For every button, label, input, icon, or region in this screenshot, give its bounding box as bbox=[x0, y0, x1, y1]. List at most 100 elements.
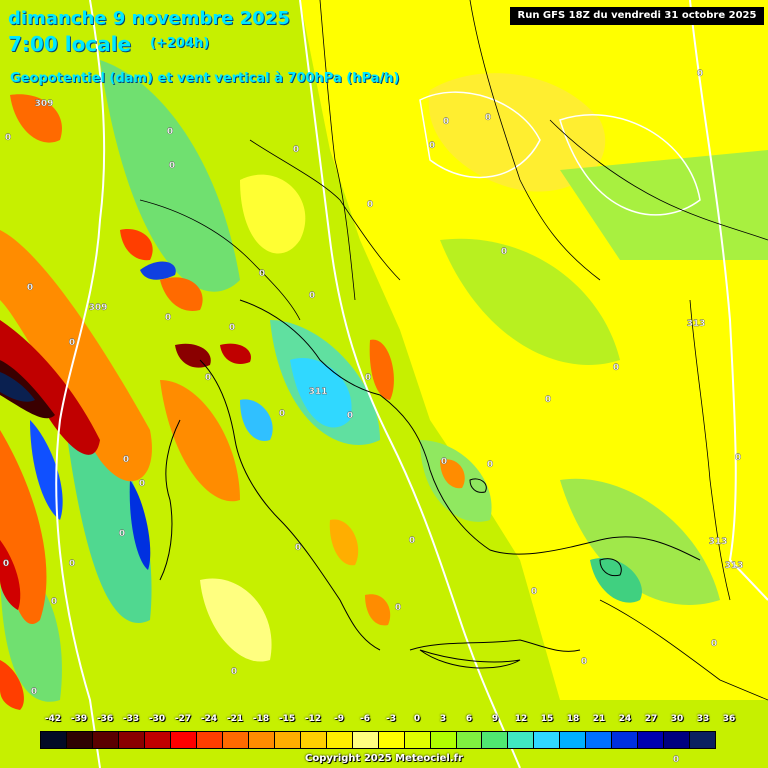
contour-label: 313 bbox=[725, 561, 744, 571]
orange-region bbox=[0, 230, 152, 482]
scale-tick-label: 9 bbox=[491, 714, 499, 724]
country-border bbox=[139, 199, 301, 321]
contour-label: 0 bbox=[443, 117, 449, 127]
orange-region bbox=[369, 339, 394, 400]
scale-cell bbox=[144, 732, 171, 748]
scale-tick-label: -27 bbox=[174, 714, 192, 724]
contour-label: 311 bbox=[309, 387, 328, 397]
contour-label: 0 bbox=[545, 395, 551, 405]
contour-label: 0 bbox=[295, 543, 301, 553]
scale-tick-label: -18 bbox=[252, 714, 270, 724]
scale-tick-label: 12 bbox=[514, 714, 528, 724]
coastline bbox=[409, 639, 581, 652]
contour-label: 0 bbox=[229, 323, 235, 333]
green-region bbox=[440, 238, 620, 365]
scale-cell bbox=[378, 732, 405, 748]
coastline bbox=[239, 299, 701, 561]
geopotential-contour bbox=[299, 0, 521, 768]
contour-label: 0 bbox=[165, 313, 171, 323]
contour-label: 0 bbox=[711, 639, 717, 649]
scale-tick-label: -33 bbox=[122, 714, 140, 724]
contour-label: 0 bbox=[531, 587, 537, 597]
scale-tick-label: -21 bbox=[226, 714, 244, 724]
scale-tick-label: 27 bbox=[644, 714, 658, 724]
geopotential-contour bbox=[559, 114, 701, 216]
scale-tick-label: 18 bbox=[566, 714, 580, 724]
scale-cell bbox=[274, 732, 301, 748]
scale-bar bbox=[40, 731, 716, 749]
geopotential-contour bbox=[689, 0, 768, 601]
contour-label: 0 bbox=[51, 597, 57, 607]
contour-label: 0 bbox=[169, 161, 175, 171]
red-region bbox=[0, 320, 100, 455]
scale-cell bbox=[41, 732, 67, 748]
forecast-step: (+204h) bbox=[150, 36, 210, 51]
geopotential-contour bbox=[55, 0, 106, 768]
contour-label: 0 bbox=[293, 145, 299, 155]
scale-tick-label: 36 bbox=[722, 714, 736, 724]
contour-label: 313 bbox=[687, 319, 706, 329]
darkred-region bbox=[0, 360, 55, 419]
orange-region bbox=[440, 459, 465, 489]
contour-label: 0 bbox=[673, 755, 679, 765]
contour-label: 309 bbox=[35, 99, 54, 109]
orange-region bbox=[160, 380, 240, 502]
scale-tick-label: 30 bbox=[670, 714, 684, 724]
contour-label: 313 bbox=[709, 537, 728, 547]
blue-region bbox=[30, 420, 63, 520]
country-border bbox=[549, 119, 768, 241]
cyan-region bbox=[290, 358, 352, 428]
scale-tick-label: -12 bbox=[304, 714, 322, 724]
scale-cell bbox=[300, 732, 327, 748]
scale-cell bbox=[326, 732, 353, 748]
island bbox=[599, 558, 622, 577]
scale-tick-label: 24 bbox=[618, 714, 632, 724]
contour-label: 0 bbox=[613, 363, 619, 373]
green-region bbox=[100, 60, 240, 292]
orange-region bbox=[0, 660, 24, 710]
scale-tick-label: 3 bbox=[439, 714, 447, 724]
forecast-date: dimanche 9 novembre 2025 bbox=[8, 8, 290, 29]
scale-tick-label: -9 bbox=[334, 714, 344, 724]
scale-cell bbox=[482, 732, 509, 748]
scale-cell bbox=[456, 732, 483, 748]
scale-cell bbox=[248, 732, 275, 748]
green-region bbox=[560, 150, 768, 260]
scale-tick-label: -24 bbox=[200, 714, 218, 724]
contour-label: 0 bbox=[697, 69, 703, 79]
orange-region bbox=[120, 229, 153, 261]
scale-cell bbox=[690, 732, 716, 748]
scale-tick-label: -3 bbox=[386, 714, 396, 724]
scale-tick-label: -39 bbox=[70, 714, 88, 724]
geopotential-contour bbox=[419, 91, 541, 179]
contour-label: 0 bbox=[735, 453, 741, 463]
orange-region bbox=[10, 94, 62, 143]
run-info: Run GFS 18Z du vendredi 31 octobre 2025 bbox=[510, 7, 764, 25]
scale-cell bbox=[170, 732, 197, 748]
contour-label: 0 bbox=[119, 529, 125, 539]
cyan-region bbox=[240, 399, 273, 441]
color-scale: -42 -39 -36 -33 -30 -27 -24 -21 -18 -15 -12 -9 -6 -3 0… bbox=[40, 714, 735, 750]
contour-label: 0 bbox=[279, 409, 285, 419]
contour-label: 0 bbox=[27, 283, 33, 293]
scale-tick-label: 21 bbox=[592, 714, 606, 724]
scale-tick-label: -6 bbox=[360, 714, 370, 724]
scale-cell bbox=[638, 732, 665, 748]
red-region bbox=[0, 540, 21, 610]
contour-label: 0 bbox=[487, 460, 493, 470]
contour-label: 0 bbox=[367, 200, 373, 210]
contour-label: 0 bbox=[259, 269, 265, 279]
scale-cell bbox=[586, 732, 613, 748]
country-border bbox=[249, 139, 401, 281]
parameter-title: Geopotentiel (dam) et vent vertical à 70… bbox=[10, 71, 400, 86]
contour-label: 0 bbox=[347, 411, 353, 421]
contour-label: 0 bbox=[69, 559, 75, 569]
scale-tick-label: -36 bbox=[96, 714, 114, 724]
contour-label: 0 bbox=[139, 479, 145, 489]
country-border bbox=[599, 599, 768, 701]
island bbox=[469, 478, 487, 493]
island bbox=[419, 649, 521, 669]
local-time: 7:00 locale bbox=[8, 32, 132, 56]
scale-cell bbox=[196, 732, 223, 748]
